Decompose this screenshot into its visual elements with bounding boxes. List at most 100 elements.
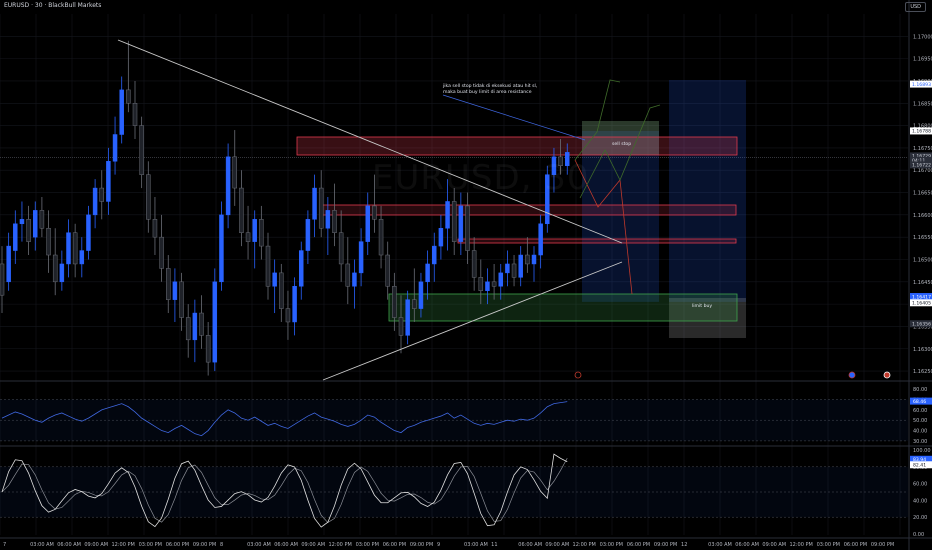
buy-limit-zone: [388, 293, 738, 322]
candle-body: [405, 299, 410, 336]
candle-body: [345, 263, 351, 287]
rsi-line: [1, 401, 568, 437]
price-tick-label: 1.16600: [913, 213, 932, 219]
short-position-target: [582, 121, 659, 155]
resistance-zone: [321, 204, 737, 216]
candle-body: [352, 272, 357, 287]
candle-body: [239, 187, 244, 233]
time-tick-label: 03:00 PM: [817, 542, 840, 548]
candle-body: [451, 201, 457, 242]
candle-body: [418, 281, 424, 309]
time-tick-label: 03:00 AM: [30, 542, 54, 548]
candle-body: [112, 134, 118, 162]
price-tag: [910, 156, 932, 164]
candle-body: [172, 281, 178, 300]
time-tick-label: 06:00 AM: [274, 542, 298, 548]
candle-body: [312, 187, 317, 220]
us-flag-icon: [883, 371, 891, 379]
candle-body: [498, 272, 503, 287]
position-ranges: [582, 80, 746, 338]
candle-body: [471, 250, 477, 278]
price-tick-label: 1.16850: [913, 101, 932, 107]
buy-limit-label: limit buy: [692, 304, 713, 309]
currency-button[interactable]: USD: [905, 2, 926, 12]
time-tick-label: 09:00 AM: [762, 542, 786, 548]
price-tag: [910, 293, 932, 301]
eu-flag-icon: [848, 371, 856, 379]
candle-body: [531, 254, 537, 265]
price-tick-label: 1.16350: [913, 324, 932, 330]
candle-body: [378, 219, 384, 256]
candle-body: [279, 272, 284, 309]
symbol-watermark: EURUSD, 30: [372, 158, 590, 198]
candle-body: [26, 219, 31, 242]
candle-body: [299, 250, 304, 287]
stoch-tag-label: 83.94: [913, 457, 926, 463]
price-tag-label: 1.16788: [912, 129, 931, 135]
time-tick-label: 8: [220, 542, 223, 548]
time-tick-label: 09:00 AM: [84, 542, 108, 548]
candle-body: [392, 286, 397, 318]
minor-resistance-zone: [457, 238, 737, 244]
price-tick-label: 1.16950: [913, 57, 932, 63]
candle-body: [438, 227, 444, 247]
stoch-tick-label: 60.00: [913, 482, 927, 488]
stoch-tick-label: 20.00: [913, 515, 927, 521]
price-tick-label: 1.16800: [913, 124, 932, 130]
price-tag: [910, 152, 932, 160]
candle-body: [338, 232, 344, 265]
price-tick-label: 1.16450: [913, 280, 932, 286]
candle-body: [0, 263, 5, 296]
stoch-tag: [910, 455, 932, 463]
price-tick-label: 1.16750: [913, 146, 932, 152]
rsi-tag-label: 68.46: [913, 399, 926, 405]
symbol-title[interactable]: EURUSD · 30 · BlackBull Markets: [4, 2, 102, 9]
time-tick-label: 06:00 AM: [57, 542, 81, 548]
time-tick-label: 09:00 AM: [545, 542, 569, 548]
candle-body: [212, 281, 218, 363]
stoch-tick-label: 0.00: [913, 532, 924, 538]
candle-body: [179, 281, 184, 318]
time-tick-label: 03:00 PM: [600, 542, 623, 548]
candle-body: [92, 187, 98, 216]
price-tick-label: 1.16700: [913, 168, 932, 174]
candle-body: [59, 263, 65, 283]
price-tag-label: 1.16405: [912, 301, 931, 307]
time-tick-label: 12:00 PM: [111, 542, 134, 548]
time-tick-label: 12:00 PM: [573, 542, 596, 548]
price-tick-label: 1.16550: [913, 235, 932, 241]
sell-stop-zone: [296, 136, 738, 156]
rsi-tick-label: 50.00: [913, 418, 927, 424]
price-tick-label: 1.16650: [913, 191, 932, 197]
stoch-tick-label: 40.00: [913, 498, 927, 504]
time-tick-label: 12:00 PM: [790, 542, 813, 548]
candle-body: [219, 214, 224, 283]
candle-body: [66, 232, 71, 265]
candle-body: [478, 277, 484, 291]
time-tick-label: 06:00 PM: [627, 542, 650, 548]
candle-body: [505, 263, 510, 274]
time-axis: 7 03:00 AM 06:00 AM 09:00 AM 12:00 PM 03:00 P…: [3, 542, 894, 548]
candle-body: [199, 312, 204, 336]
candle-body: [458, 205, 464, 242]
candle-body: [259, 219, 264, 247]
time-tick-label: 09:00 AM: [301, 542, 325, 548]
candle-body: [538, 223, 543, 256]
candle-body: [465, 205, 470, 251]
candle-body: [332, 210, 337, 233]
candle-body: [285, 308, 291, 323]
short-position-zone: [582, 130, 659, 302]
candle-body: [518, 254, 523, 278]
long-position-zone: [669, 80, 746, 302]
candle-body: [318, 187, 324, 229]
candle-body: [13, 223, 18, 251]
price-tick-label: 1.17000: [913, 34, 932, 40]
candle-body: [558, 156, 563, 167]
bull-projection-path-2: [579, 104, 661, 199]
candle-body: [126, 89, 131, 104]
candle-body: [192, 312, 198, 341]
time-tick-label: 03:00 AM: [464, 542, 488, 548]
candle-body: [372, 205, 377, 220]
